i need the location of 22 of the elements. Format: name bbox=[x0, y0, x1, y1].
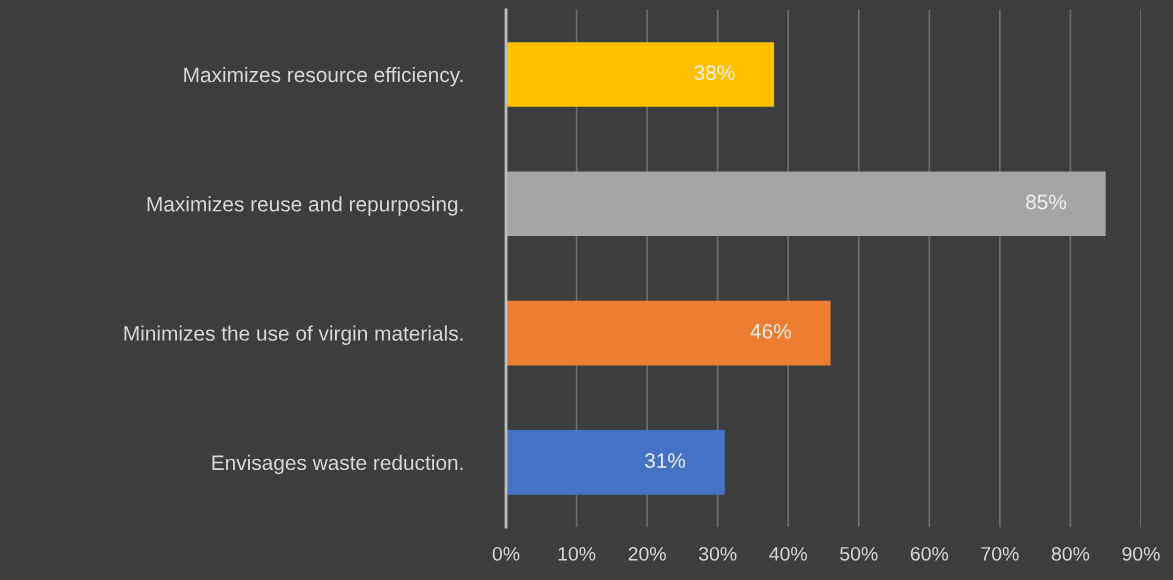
data-label: 38% bbox=[694, 65, 735, 81]
y-tick-label: Maximizes reuse and repurposing. bbox=[147, 196, 463, 216]
x-tick-label: 70% bbox=[981, 546, 1019, 561]
data-label: 85% bbox=[1026, 194, 1067, 210]
bar bbox=[506, 430, 725, 495]
x-tick-label: 20% bbox=[628, 546, 666, 561]
x-tick-label: 30% bbox=[698, 546, 737, 561]
x-tick-label: 10% bbox=[558, 546, 596, 561]
data-label: 31% bbox=[644, 453, 686, 468]
y-tick-label: Envisages waste reduction. bbox=[212, 454, 463, 475]
bar bbox=[506, 300, 831, 366]
x-tick-label: 80% bbox=[1051, 546, 1090, 561]
data-label: 46% bbox=[750, 323, 791, 339]
y-tick-label: Minimizes the use of virgin materials. bbox=[124, 325, 463, 345]
y-tick-label: Maximizes resource efficiency. bbox=[184, 66, 463, 87]
x-tick-label: 60% bbox=[910, 546, 949, 561]
x-tick-label: 90% bbox=[1122, 546, 1160, 561]
x-tick-label: 50% bbox=[840, 546, 878, 561]
x-tick-label: 40% bbox=[769, 546, 807, 561]
bar bbox=[506, 42, 775, 107]
x-tick-label: 0% bbox=[492, 546, 520, 561]
bar bbox=[506, 171, 1106, 237]
